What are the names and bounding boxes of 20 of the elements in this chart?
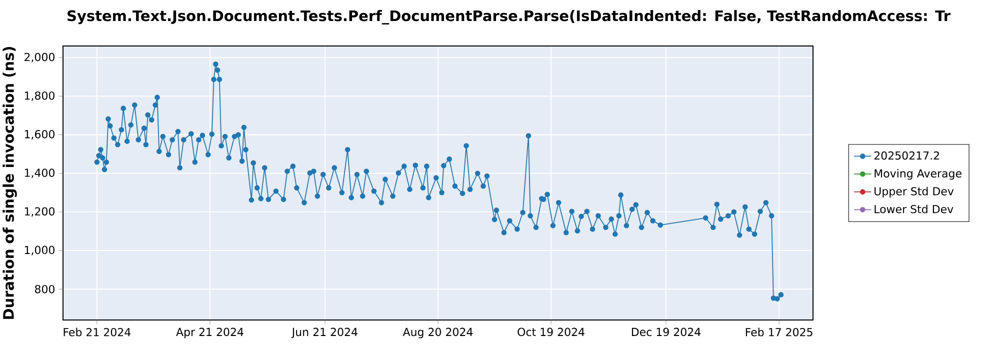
y-tick-label: 1,200 — [24, 207, 54, 217]
y-tick-label: 1,800 — [24, 91, 54, 101]
y-axis-title: Duration of single invocation (ns) — [2, 46, 17, 319]
legend-label: Upper Std Dev — [874, 186, 954, 198]
y-tick-label: 1,600 — [24, 130, 54, 140]
y-tick-label: 1,400 — [24, 168, 54, 178]
x-tick-label: Aug 20 2024 — [402, 328, 473, 338]
legend-label: Lower Std Dev — [874, 204, 954, 214]
x-tick-label: Oct 19 2024 — [518, 328, 584, 336]
y-tick-label: 800 — [34, 284, 54, 294]
y-tick-label: 2,000 — [24, 52, 54, 62]
legend-label: 20250217.2 — [874, 151, 939, 160]
x-tick-label: Feb 17 2025 — [746, 328, 812, 336]
x-tick-label: Apr 21 2024 — [176, 328, 244, 338]
chart-title: System.Text.Json.Document.Tests.Perf_DocumentParse.Parse(IsDataIndented: False, TestRandomAccess: Tr — [68, 10, 950, 24]
x-tick-label: Feb 21 2024 — [64, 328, 131, 336]
y-tick-label: 1,000 — [24, 246, 54, 256]
legend-label: Moving Average — [874, 169, 962, 180]
x-tick-label: Dec 19 2024 — [632, 328, 701, 336]
x-tick-label: Jun 21 2024 — [291, 328, 358, 338]
